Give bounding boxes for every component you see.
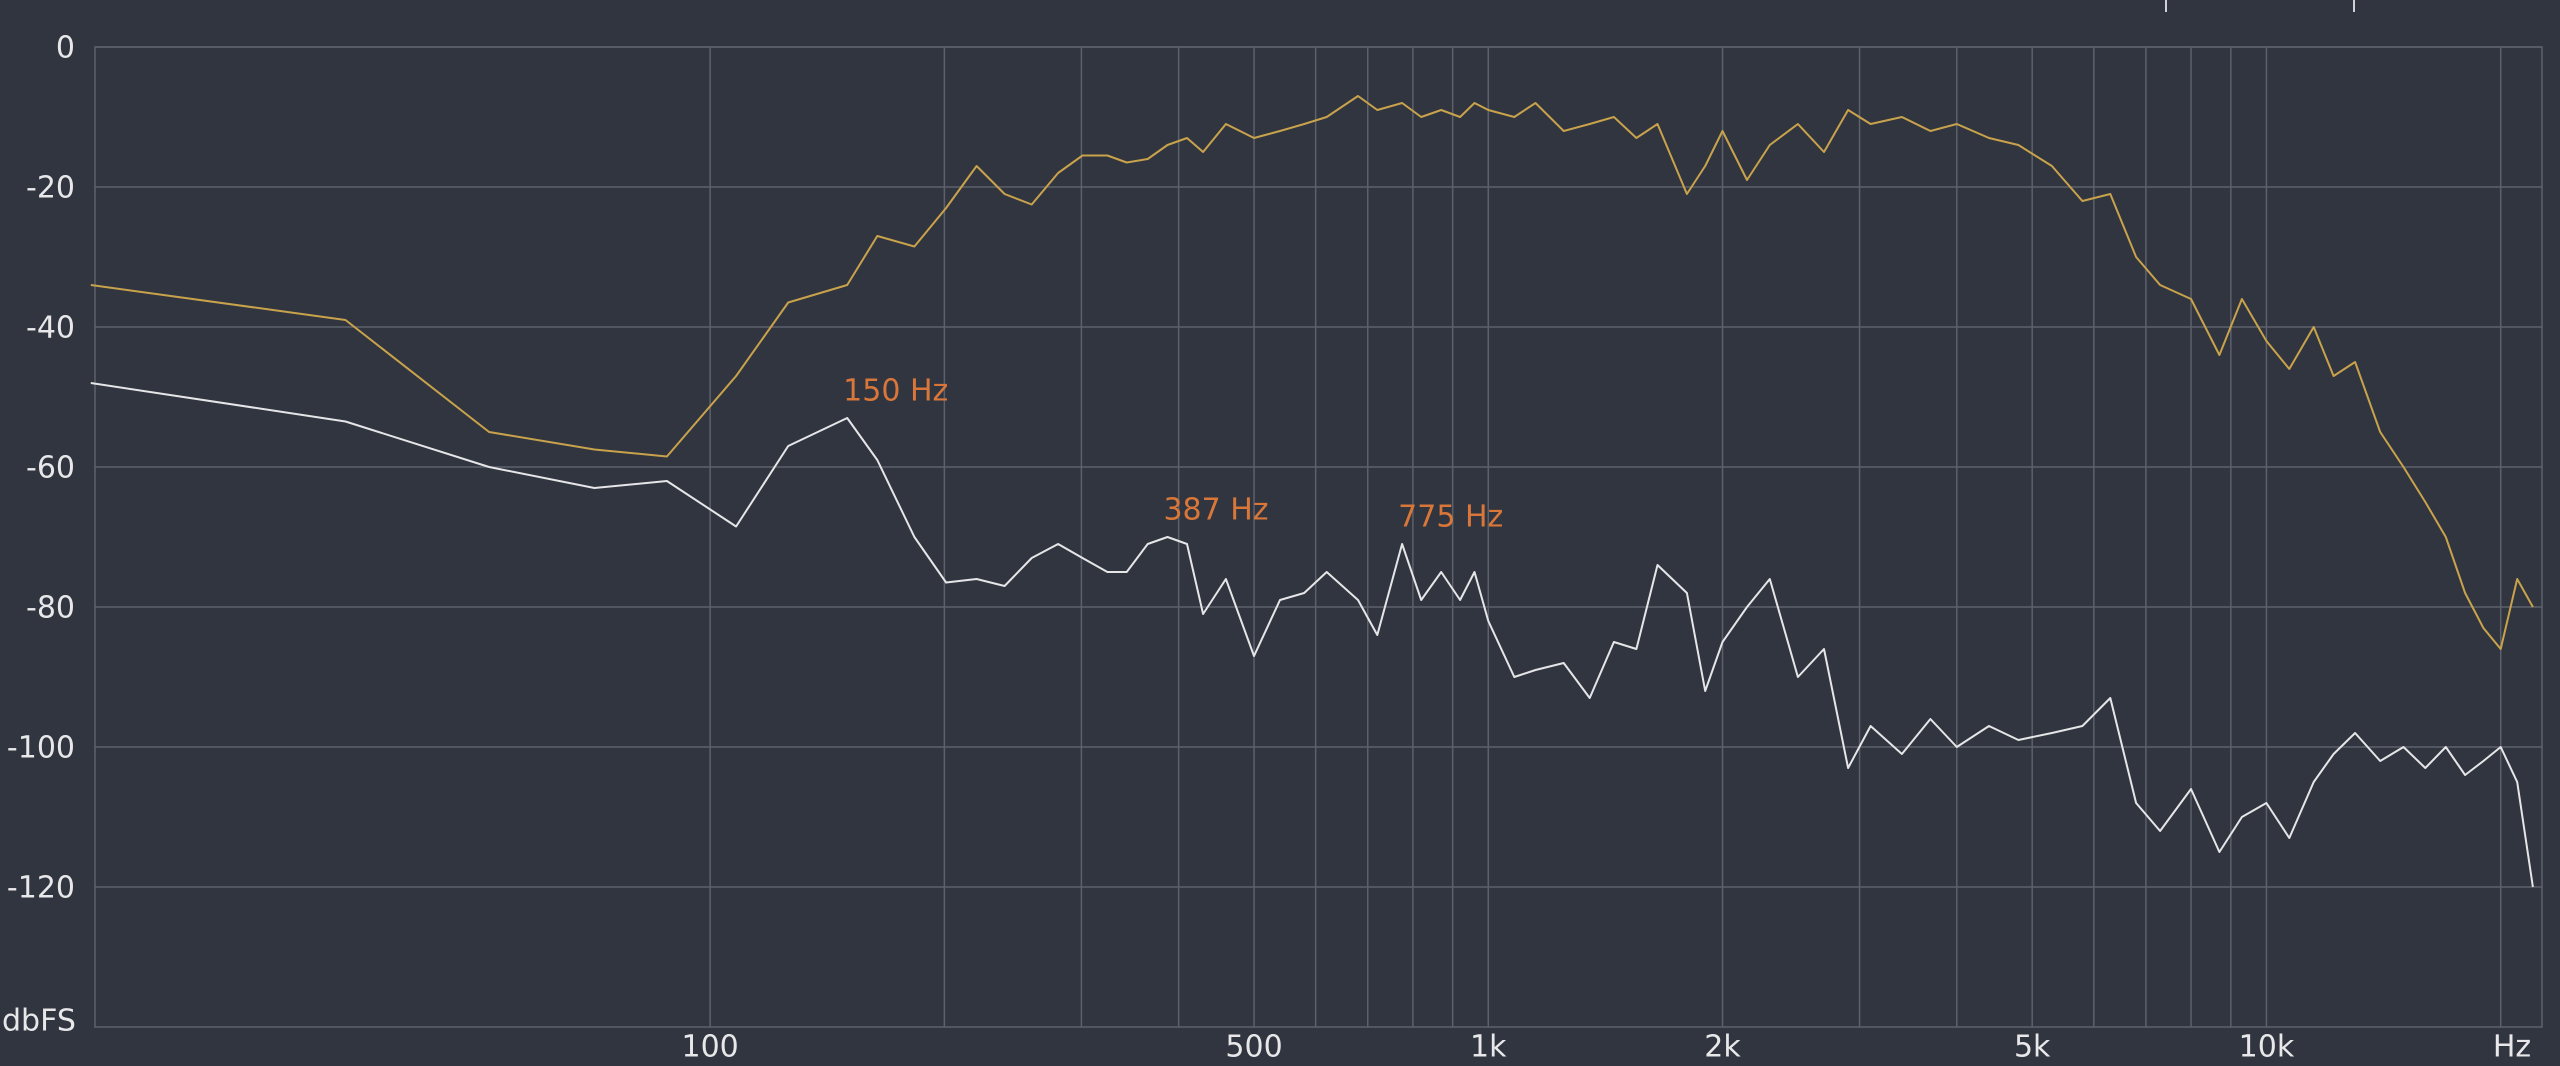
spectrum-line — [90, 382, 2534, 888]
peak-annotation: 387 Hz — [1163, 493, 1268, 528]
y-tick-label: -120 — [7, 871, 75, 906]
x-tick-label: 2k — [1704, 1030, 1741, 1065]
spectrum-line — [90, 95, 2534, 650]
x-tick-label: 10k — [2239, 1030, 2295, 1065]
y-tick-label: -20 — [26, 171, 75, 206]
y-tick-label: -100 — [7, 731, 75, 766]
x-tick-label: 1k — [1470, 1030, 1507, 1065]
x-tick-label: 100 — [681, 1030, 738, 1065]
plot-frame — [94, 46, 2543, 1028]
y-axis-label: dbFS — [2, 1004, 76, 1039]
y-tick-label: -60 — [26, 451, 75, 486]
x-tick-label: 5k — [2014, 1030, 2051, 1065]
x-tick-label: 500 — [1225, 1030, 1282, 1065]
peak-annotation: 775 Hz — [1398, 500, 1503, 535]
y-tick-label: -80 — [26, 591, 75, 626]
peak-annotation: 150 Hz — [843, 374, 948, 409]
y-tick-label: 0 — [56, 31, 75, 66]
y-tick-label: -40 — [26, 311, 75, 346]
x-axis-label: Hz — [2493, 1030, 2531, 1065]
